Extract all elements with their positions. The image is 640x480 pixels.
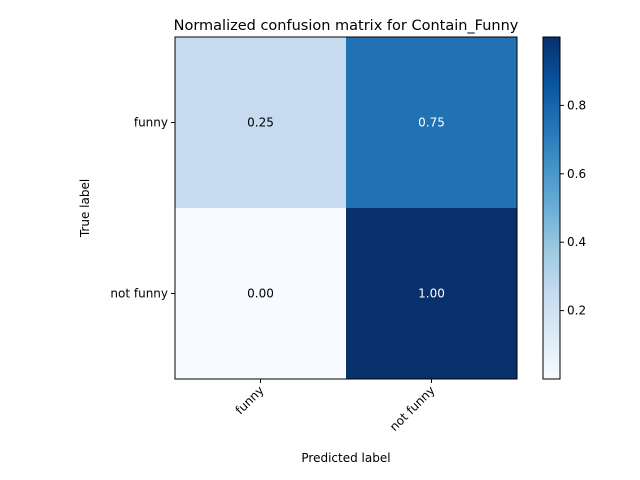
colorbar-ticks: 0.2 0.4 0.6 0.8: [560, 98, 586, 318]
y-axis-label: True label: [78, 179, 92, 238]
plot-frame: [174, 36, 518, 380]
matrix-cell: [175, 37, 346, 208]
cell-value-label: 0.00: [247, 287, 274, 301]
colorbar-tick-label: 0.8: [567, 98, 586, 112]
colorbar-tick-label: 0.4: [567, 235, 586, 249]
cell-value-label: 1.00: [418, 287, 445, 301]
x-tick-label: not funny: [387, 383, 438, 434]
y-tick-label: funny: [134, 116, 168, 130]
cell-value-label: 0.75: [418, 116, 445, 130]
chart-title: Normalized confusion matrix for Contain_…: [174, 18, 519, 34]
matrix-cell: [346, 37, 517, 208]
matrix-cells: [175, 37, 517, 379]
y-axis-ticks: funny not funny: [110, 116, 175, 301]
x-axis-ticks: funny not funny: [233, 379, 438, 434]
matrix-cell: [346, 208, 517, 379]
colorbar: [542, 36, 561, 380]
x-axis-label: Predicted label: [301, 451, 390, 465]
x-tick-label: funny: [233, 383, 267, 417]
colorbar-tick-label: 0.2: [567, 304, 586, 318]
y-tick-label: not funny: [110, 287, 168, 301]
matrix-cell-labels: 0.25 0.75 0.00 1.00: [247, 116, 445, 301]
colorbar-tick-label: 0.6: [567, 167, 586, 181]
cell-value-label: 0.25: [247, 116, 274, 130]
matrix-cell: [175, 208, 346, 379]
